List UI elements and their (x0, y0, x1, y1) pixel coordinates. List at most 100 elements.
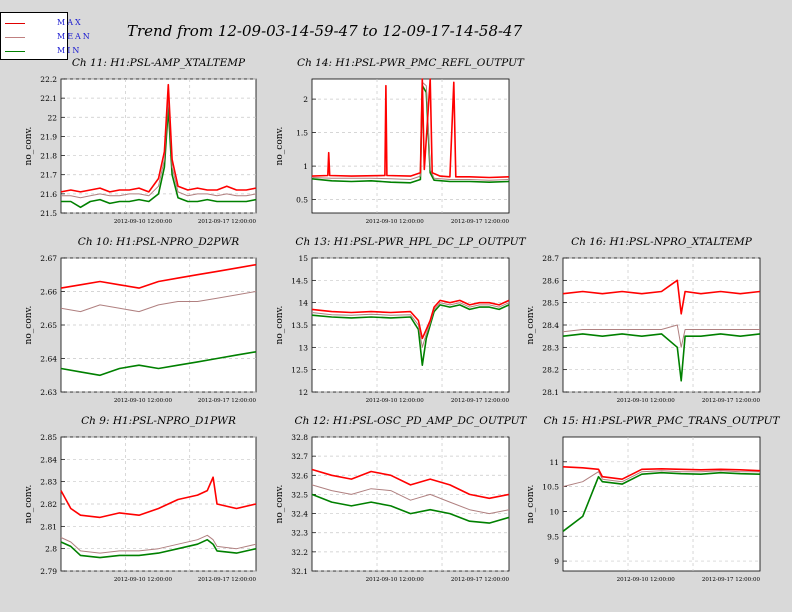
y-tick-label: 22 (47, 113, 57, 122)
chart-panel-4: Ch 13: H1:PSL-PWR_HPL_DC_LP_OUTPUT 12 12.5… (275, 236, 527, 404)
series-line-min (60, 538, 257, 559)
series-line-min (562, 471, 761, 532)
legend-swatch-max (5, 23, 25, 24)
y-tick-label: 11 (549, 458, 559, 467)
series-line-min (61, 106, 257, 209)
y-axis-label: no_conv. (526, 484, 536, 523)
y-tick-label: 2.84 (40, 455, 57, 464)
chart-title: Ch 15: H1:PSL-PWR_PMC_TRANS_OUTPUT (544, 415, 781, 427)
y-tick-label: 32.5 (291, 490, 308, 499)
y-tick-label: 2 (303, 95, 308, 104)
y-tick-label: 28.7 (542, 254, 559, 263)
chart-title: Ch 16: H1:PSL-NPRO_XTALTEMP (571, 236, 753, 248)
plot-area (562, 436, 761, 572)
chart-panel-6: Ch 9: H1:PSL-NPRO_D1PWR 2.79 2.8 2.81 2.82 2.… (24, 415, 256, 583)
y-axis-label: no_conv. (275, 484, 285, 523)
x-tick-label: 2012-09-10 12:00:00 (114, 219, 173, 225)
y-tick-label: 1 (303, 162, 308, 171)
legend-label-mean: MEAN (57, 32, 92, 41)
y-tick-label: 2.82 (40, 500, 57, 509)
chart-title: Ch 12: H1:PSL-OSC_PD_AMP_DC_OUTPUT (295, 415, 528, 427)
series-line-mean (61, 97, 257, 199)
y-tick-label: 14 (298, 299, 308, 308)
series-line-min (562, 333, 761, 382)
y-tick-label: 2.85 (40, 433, 57, 442)
y-tick-label: 2.79 (40, 567, 57, 576)
x-tick-label: 2012-09-17 12:00:00 (451, 398, 510, 404)
chart-title: Ch 9: H1:PSL-NPRO_D1PWR (81, 415, 236, 427)
legend-entry-mean: MEAN (5, 32, 90, 44)
chart-panel-8: Ch 15: H1:PSL-PWR_PMC_TRANS_OUTPUT 9 9.5 10… (526, 415, 780, 583)
y-tick-label: 2.81 (40, 522, 57, 531)
y-tick-label: 22.1 (40, 94, 57, 103)
y-tick-label: 0.5 (296, 196, 308, 205)
x-tick-label: 2012-09-17 12:00:00 (198, 398, 257, 404)
chart-panel-7: Ch 12: H1:PSL-OSC_PD_AMP_DC_OUTPUT 32.1 32… (275, 415, 527, 583)
y-tick-label: 28.3 (542, 343, 559, 352)
series-line-max (60, 263, 257, 289)
y-tick-label: 2.64 (40, 355, 57, 364)
legend-label-min: MIN (57, 46, 82, 55)
series-line-mean (60, 291, 257, 313)
series-line-max (60, 476, 257, 519)
y-axis-label: no_conv. (24, 126, 34, 165)
x-tick-label: 2012-09-17 12:00:00 (451, 577, 510, 583)
y-tick-label: 28.4 (542, 321, 559, 330)
x-tick-label: 2012-09-10 12:00:00 (366, 398, 425, 404)
y-tick-label: 12.5 (291, 366, 308, 375)
legend-entry-min: MIN (5, 46, 79, 58)
y-axis-label: no_conv. (275, 305, 285, 344)
y-tick-label: 2.8 (45, 545, 57, 554)
y-tick-label: 13.5 (291, 321, 308, 330)
series-line-max (311, 299, 510, 340)
y-tick-label: 21.7 (40, 171, 57, 180)
chart-panel-5: Ch 16: H1:PSL-NPRO_XTALTEMP 28.1 28.2 28.3 2… (526, 236, 760, 404)
plot-area (311, 78, 510, 214)
y-tick-label: 22.2 (40, 75, 57, 84)
y-tick-label: 28.6 (542, 276, 559, 285)
y-tick-label: 10 (549, 507, 559, 516)
series-line-mean (562, 324, 760, 348)
y-tick-label: 9.5 (547, 532, 559, 541)
series-line-min (60, 351, 257, 377)
y-tick-label: 2.63 (40, 388, 57, 397)
x-tick-label: 2012-09-10 12:00:00 (617, 398, 676, 404)
page-title: Trend from 12-09-03-14-59-47 to 12-09-17… (127, 22, 523, 40)
y-tick-label: 15 (298, 254, 308, 263)
legend-label-max: MAX (57, 18, 83, 27)
x-tick-label: 2012-09-10 12:00:00 (114, 577, 173, 583)
y-tick-label: 2.65 (40, 321, 57, 330)
series-line-mean (60, 534, 257, 554)
y-tick-label: 14.5 (291, 276, 308, 285)
y-tick-label: 32.7 (291, 452, 308, 461)
chart-title: Ch 10: H1:PSL-NPRO_D2PWR (78, 236, 239, 248)
y-tick-label: 1.5 (296, 129, 308, 138)
chart-panel-1: Ch 11: H1:PSL-AMP_XTALTEMP 21.5 21.6 21.7 21… (24, 57, 256, 225)
y-tick-label: 28.2 (542, 366, 559, 375)
chart-title: Ch 13: H1:PSL-PWR_HPL_DC_LP_OUTPUT (295, 236, 526, 248)
y-tick-label: 2.83 (40, 478, 57, 487)
y-tick-label: 32.1 (291, 567, 308, 576)
series-line-mean (311, 484, 510, 515)
series-line-mean (311, 302, 510, 348)
legend-entry-max: MAX (5, 18, 81, 30)
chart-title: Ch 11: H1:PSL-AMP_XTALTEMP (72, 57, 246, 69)
series-line-max (562, 466, 761, 481)
chart-panel-3: Ch 10: H1:PSL-NPRO_D2PWR 2.63 2.64 2.65 2.66… (24, 236, 256, 404)
y-tick-label: 21.5 (40, 209, 57, 218)
chart-title: Ch 14: H1:PSL-PWR_PMC_REFL_OUTPUT (297, 57, 525, 69)
x-tick-label: 2012-09-10 12:00:00 (366, 219, 425, 225)
x-tick-label: 2012-09-17 12:00:00 (702, 398, 761, 404)
y-tick-label: 32.2 (291, 548, 308, 557)
x-tick-label: 2012-09-17 12:00:00 (702, 577, 761, 583)
x-tick-label: 2012-09-10 12:00:00 (114, 398, 173, 404)
x-tick-label: 2012-09-17 12:00:00 (198, 577, 257, 583)
y-axis-label: no_conv. (24, 484, 34, 523)
y-axis-label: no_conv. (24, 305, 34, 344)
y-tick-label: 32.6 (291, 471, 308, 480)
series-line-max (311, 78, 510, 179)
y-tick-label: 13 (298, 343, 308, 352)
y-axis-label: no_conv. (275, 126, 285, 165)
series-line-min (311, 493, 510, 524)
